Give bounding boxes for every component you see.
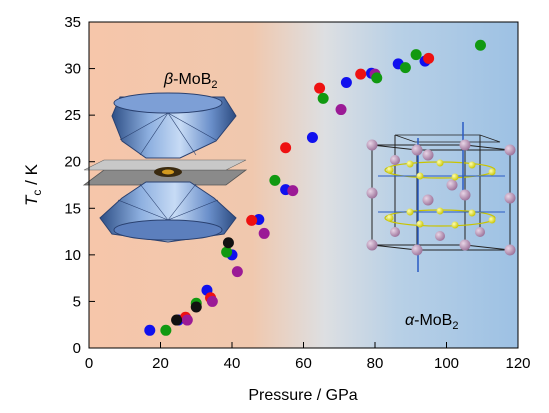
data-point-series-3	[181, 314, 193, 326]
data-point-series-2	[355, 68, 367, 80]
data-point-series-3	[258, 227, 270, 239]
y-tick-label: 30	[64, 61, 81, 78]
data-point-series-4	[410, 49, 422, 61]
data-point-series-5	[171, 314, 183, 326]
data-point-series-2	[246, 214, 258, 226]
diamond-anvil-cell-illustration	[82, 92, 248, 243]
x-tick-label: 0	[85, 355, 93, 372]
x-axis-label: Pressure / GPa	[248, 387, 357, 404]
x-tick-label: 20	[152, 355, 169, 372]
beta-phase-label: β-MoB2	[163, 71, 218, 91]
data-point-series-4	[474, 39, 486, 51]
data-point-series-3	[231, 266, 243, 278]
y-tick-label: 25	[64, 107, 81, 124]
y-tick-label: 5	[73, 293, 81, 310]
crystal-atoms	[366, 139, 516, 256]
data-point-series-4	[317, 92, 329, 104]
x-tick-label: 40	[224, 355, 241, 372]
data-point-series-4	[371, 72, 383, 84]
x-tick-label: 120	[505, 355, 530, 372]
data-point-series-4	[221, 246, 233, 258]
data-point-series-1	[306, 131, 318, 143]
data-point-series-2	[314, 82, 326, 94]
x-tick-label: 60	[295, 355, 312, 372]
data-point-series-3	[335, 104, 347, 116]
alpha-phase-label: α-MoB2	[405, 312, 458, 332]
data-point-series-5	[190, 301, 202, 313]
data-point-series-3	[287, 185, 299, 197]
y-tick-label: 10	[64, 247, 81, 264]
data-point-series-4	[160, 324, 172, 336]
data-point-series-2	[423, 52, 435, 64]
x-tick-label: 80	[367, 355, 384, 372]
data-point-series-2	[280, 142, 292, 154]
y-tick-label: 35	[64, 14, 81, 31]
data-point-series-1	[144, 324, 156, 336]
x-tick-label: 100	[434, 355, 459, 372]
axis-ticks: 0 20 40 60 80 100 120 0 5 10 15 20 25 30 35	[64, 14, 530, 372]
y-tick-label: 0	[73, 340, 81, 357]
data-points	[144, 39, 486, 336]
y-tick-label: 15	[64, 200, 81, 217]
y-axis-label: Tc / K	[22, 163, 44, 206]
y-tick-label: 20	[64, 154, 81, 171]
data-point-series-1	[340, 77, 352, 89]
data-point-series-5	[222, 237, 234, 249]
data-point-series-3	[206, 295, 218, 307]
data-point-series-4	[269, 174, 281, 186]
data-point-series-4	[399, 62, 411, 74]
